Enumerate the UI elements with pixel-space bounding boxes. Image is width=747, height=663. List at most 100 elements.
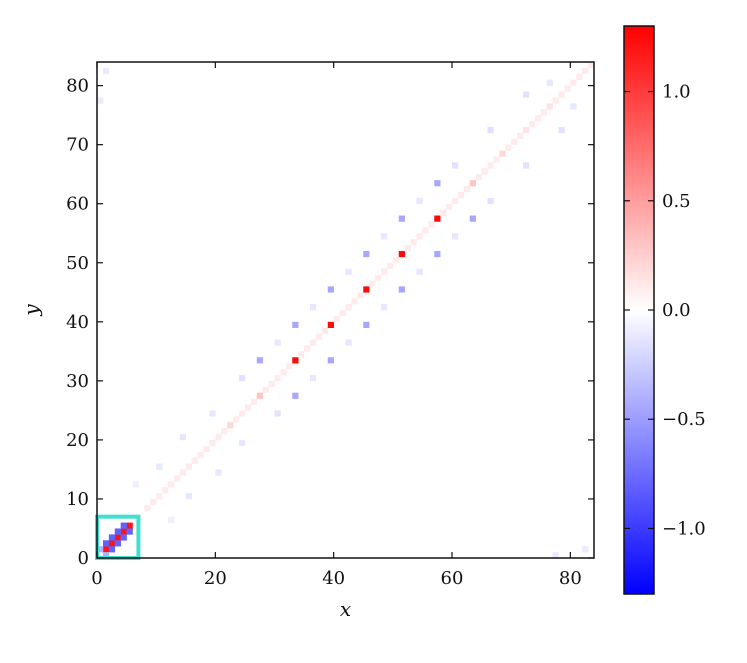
heatmap-cell xyxy=(262,386,269,393)
heatmap-cell xyxy=(97,97,104,104)
heatmap-cell xyxy=(398,215,405,222)
heatmap-cell xyxy=(102,67,110,75)
heatmap-cell xyxy=(564,85,571,92)
heatmap-cell xyxy=(582,67,589,75)
heatmap-cell xyxy=(410,239,417,246)
heatmap-cell xyxy=(381,304,388,311)
heatmap-cell xyxy=(422,227,429,234)
colorbar-tick-label: −0.5 xyxy=(662,409,706,430)
heatmap-cell xyxy=(487,197,494,205)
heatmap-cell xyxy=(469,180,476,187)
heatmap-cell xyxy=(381,268,388,275)
heatmap-cell xyxy=(570,103,577,110)
heatmap-cell xyxy=(274,374,281,382)
y-tick-label: 40 xyxy=(66,312,89,333)
y-axis-ticks: 0 10 20 30 40 50 60 70 80 xyxy=(66,76,594,569)
heatmap-cell xyxy=(120,522,127,529)
heatmap-cell xyxy=(552,97,559,104)
heatmap-cell xyxy=(499,150,506,157)
heatmap-cell xyxy=(528,121,536,128)
heatmap-cell xyxy=(404,245,411,252)
heatmap-cell xyxy=(416,197,423,205)
heatmap-cell xyxy=(108,540,116,547)
heatmap-cell xyxy=(523,91,530,98)
heatmap-cell xyxy=(298,351,305,358)
heatmap-cell xyxy=(434,180,441,187)
heatmap-cell xyxy=(114,540,121,547)
heatmap-cell xyxy=(168,481,175,488)
heatmap-cell xyxy=(304,345,311,352)
y-tick-label: 30 xyxy=(66,371,89,392)
heatmap-cell xyxy=(333,315,340,323)
heatmap-cell xyxy=(102,552,110,559)
x-tick-label: 20 xyxy=(204,568,227,589)
x-tick-label: 60 xyxy=(441,568,464,589)
heatmap-cell xyxy=(239,374,246,382)
heatmap-cell xyxy=(168,516,175,523)
heatmap-cell xyxy=(576,73,583,81)
heatmap-cell xyxy=(315,333,323,340)
heatmap-cell xyxy=(416,268,423,275)
heatmap-cell xyxy=(452,197,459,205)
heatmap-cell xyxy=(321,327,329,334)
heatmap-cell xyxy=(357,292,364,299)
heatmap-cell xyxy=(268,380,275,388)
heatmap-cell xyxy=(191,457,198,464)
heatmap-cell xyxy=(197,451,204,458)
heatmap-cell xyxy=(327,321,334,329)
heatmap-cell xyxy=(457,191,465,199)
heatmap-cell xyxy=(363,321,370,329)
heatmap-cell xyxy=(120,534,127,541)
y-axis-label: y xyxy=(19,304,43,317)
heatmap-cell xyxy=(144,504,151,512)
heatmap-cell xyxy=(375,274,382,281)
heatmap-cell xyxy=(203,445,210,453)
heatmap-cell xyxy=(327,357,334,364)
heatmap-cell xyxy=(345,268,352,275)
heatmap-cell xyxy=(381,233,388,240)
heatmap-cell xyxy=(511,138,518,145)
heatmap-cell xyxy=(114,528,121,535)
heatmap-cell xyxy=(534,115,542,122)
heatmap-cell xyxy=(363,286,370,293)
heatmap-cell xyxy=(398,250,405,258)
heatmap-cell xyxy=(487,126,494,134)
heatmap-cell xyxy=(179,434,187,441)
y-tick-label: 80 xyxy=(66,76,89,97)
y-tick-label: 70 xyxy=(66,135,89,156)
colorbar-tick-label: −1.0 xyxy=(662,518,706,539)
heatmap-cell xyxy=(363,250,370,258)
heatmap-cell xyxy=(434,215,441,222)
heatmap-cell xyxy=(310,304,317,311)
x-tick-label: 40 xyxy=(322,568,345,589)
heatmap-cell xyxy=(487,162,494,169)
heatmap-cell xyxy=(345,304,352,311)
heatmap-cell xyxy=(292,357,299,364)
heatmap-cell xyxy=(523,126,530,134)
heatmap-cell xyxy=(256,392,263,399)
heatmap-cell xyxy=(558,126,565,134)
x-tick-label: 80 xyxy=(559,568,582,589)
heatmap-cell xyxy=(250,398,258,405)
y-tick-label: 10 xyxy=(66,489,89,510)
heatmap-cell xyxy=(546,79,553,86)
heatmap-cell xyxy=(102,540,110,547)
heatmap-cell xyxy=(120,528,127,535)
heatmap-cell xyxy=(386,262,394,269)
x-axis-ticks: 0 20 40 60 80 xyxy=(91,62,582,589)
heatmap-cell xyxy=(150,498,157,506)
heatmap-cell xyxy=(102,546,110,553)
heatmap-cell xyxy=(274,339,281,346)
heatmap-cell xyxy=(274,410,281,417)
heatmap-cell xyxy=(440,209,447,216)
heatmap-cell xyxy=(452,162,459,169)
heatmap-cell xyxy=(446,203,453,210)
heatmap-cell xyxy=(434,250,441,258)
heatmap-cell xyxy=(339,310,346,317)
heatmap-cell xyxy=(126,522,133,529)
colorbar-tick-label: 1.0 xyxy=(662,82,691,103)
heatmap-cell xyxy=(215,469,222,476)
heatmap-cell xyxy=(185,463,192,470)
x-tick-label: 0 xyxy=(91,568,102,589)
